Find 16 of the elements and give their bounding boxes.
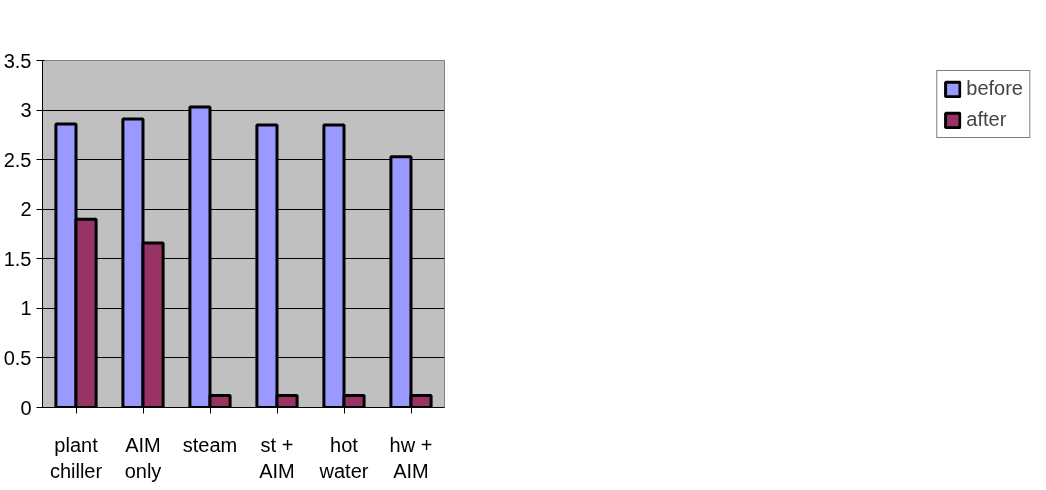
x-tick-label: plant chiller bbox=[49, 433, 103, 482]
x-tick-label: steam bbox=[182, 433, 238, 456]
y-tick-label: 2 bbox=[20, 198, 32, 221]
x-tick-label: hot water bbox=[318, 433, 369, 482]
y-tick-label: 3.5 bbox=[3, 49, 32, 72]
legend-label: before bbox=[966, 77, 1023, 100]
y-tick-label: 0 bbox=[20, 396, 32, 419]
y-tick-label: 1 bbox=[20, 297, 32, 320]
y-tick-label: 3 bbox=[20, 99, 32, 122]
y-tick-label: 2.5 bbox=[3, 148, 32, 171]
legend-label: after bbox=[966, 108, 1007, 131]
x-tick-label: AIM only bbox=[124, 433, 162, 482]
y-tick-label: 0.5 bbox=[3, 346, 32, 369]
x-tick-label: st + AIM bbox=[259, 433, 295, 482]
y-tick-label: 1.5 bbox=[3, 247, 32, 270]
x-tick-label: hw + AIM bbox=[389, 433, 433, 482]
